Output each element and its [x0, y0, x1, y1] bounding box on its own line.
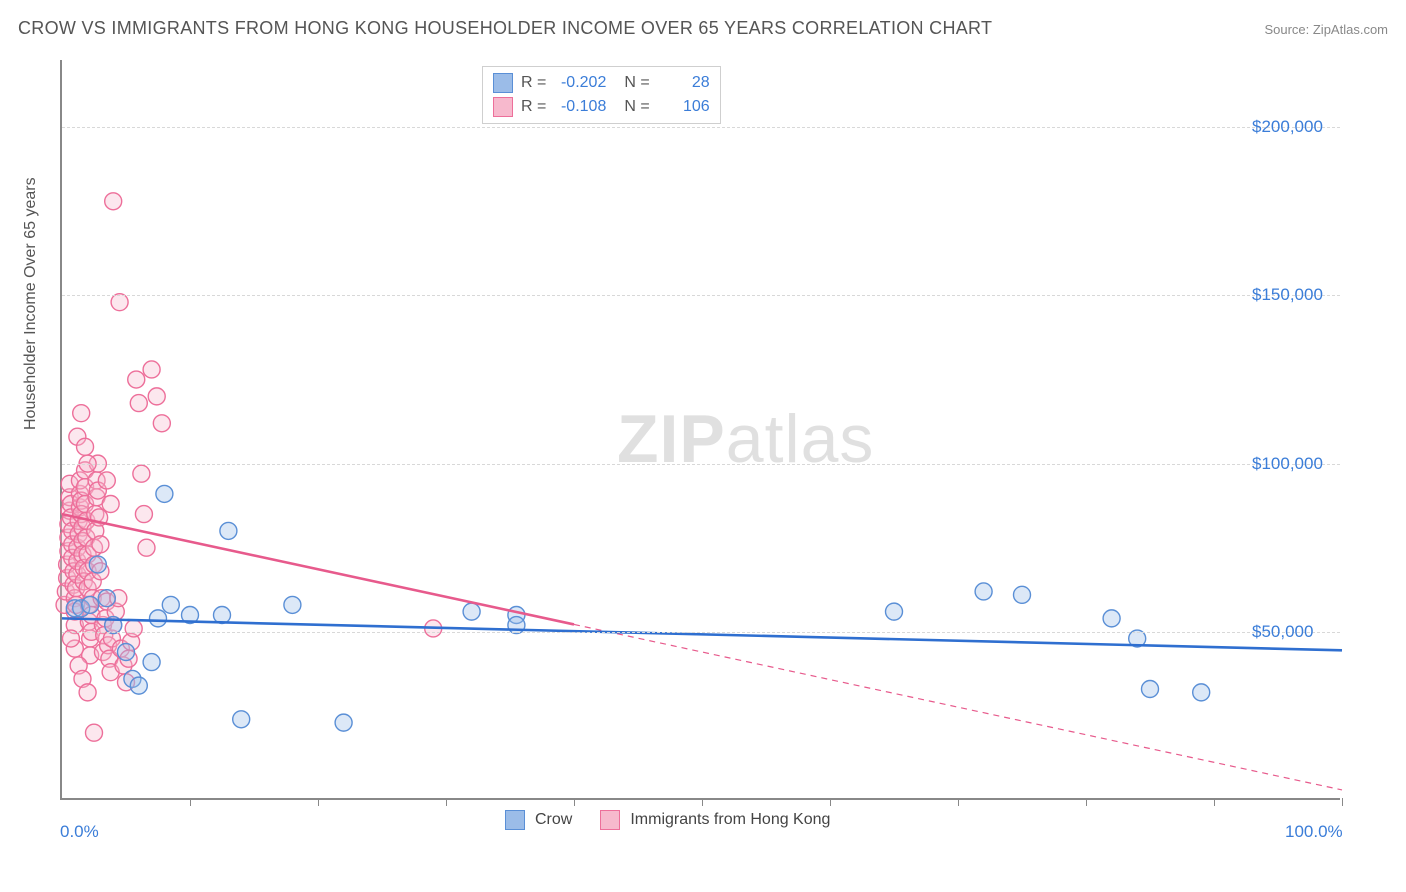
data-point — [77, 438, 94, 455]
legend-label: Immigrants from Hong Kong — [630, 811, 830, 829]
legend-swatch — [493, 97, 513, 117]
x-tick — [1214, 798, 1215, 806]
data-point — [138, 539, 155, 556]
stats-row: R = -0.202 N = 28 — [493, 73, 710, 93]
x-tick-label: 100.0% — [1285, 822, 1343, 842]
y-tick-label: $100,000 — [1252, 454, 1323, 474]
data-point — [886, 603, 903, 620]
data-point — [1193, 684, 1210, 701]
legend-label: Crow — [535, 811, 572, 829]
stat-n-label: N = — [624, 74, 649, 92]
data-point — [143, 654, 160, 671]
data-point — [118, 644, 135, 661]
title-bar: CROW VS IMMIGRANTS FROM HONG KONG HOUSEH… — [18, 18, 1388, 39]
data-point — [150, 610, 167, 627]
data-point — [86, 724, 103, 741]
stats-row: R = -0.108 N = 106 — [493, 97, 710, 117]
data-point — [98, 590, 115, 607]
x-tick — [830, 798, 831, 806]
data-point — [135, 506, 152, 523]
stats-legend: R = -0.202 N = 28 R = -0.108 N = 106 — [482, 66, 721, 124]
data-point — [233, 711, 250, 728]
x-tick — [446, 798, 447, 806]
gridline — [62, 464, 1340, 465]
x-tick-label: 0.0% — [60, 822, 99, 842]
stat-r-value: -0.202 — [554, 74, 606, 92]
data-point — [133, 465, 150, 482]
data-point — [284, 596, 301, 613]
data-point — [335, 714, 352, 731]
data-point — [463, 603, 480, 620]
data-point — [148, 388, 165, 405]
data-point — [89, 556, 106, 573]
stat-n-value: 106 — [658, 98, 710, 116]
x-tick — [318, 798, 319, 806]
stat-r-value: -0.108 — [554, 98, 606, 116]
x-tick — [1086, 798, 1087, 806]
y-tick-label: $200,000 — [1252, 117, 1323, 137]
gridline — [62, 127, 1340, 128]
data-point — [130, 395, 147, 412]
trend-line — [62, 514, 574, 624]
chart-title: CROW VS IMMIGRANTS FROM HONG KONG HOUSEH… — [18, 18, 992, 39]
stat-n-value: 28 — [658, 74, 710, 92]
data-point — [98, 472, 115, 489]
x-tick — [1342, 798, 1343, 806]
data-point — [220, 522, 237, 539]
bottom-legend: Crow Immigrants from Hong Kong — [505, 810, 848, 830]
plot-area: ZIPatlas $50,000$100,000$150,000$200,000… — [60, 60, 1340, 800]
data-point — [102, 496, 119, 513]
trend-line — [62, 618, 1342, 650]
x-tick — [702, 798, 703, 806]
x-tick — [190, 798, 191, 806]
data-point — [156, 485, 173, 502]
data-point — [1142, 681, 1159, 698]
legend-swatch — [505, 810, 525, 830]
y-axis-title: Householder Income Over 65 years — [22, 177, 40, 430]
x-tick — [574, 798, 575, 806]
data-point — [1103, 610, 1120, 627]
data-point — [125, 620, 142, 637]
data-point — [975, 583, 992, 600]
data-point — [143, 361, 160, 378]
data-point — [92, 536, 109, 553]
data-point — [79, 684, 96, 701]
y-tick-label: $50,000 — [1252, 622, 1313, 642]
x-tick — [958, 798, 959, 806]
source-label: Source: ZipAtlas.com — [1264, 22, 1388, 37]
stat-r-label: R = — [521, 74, 546, 92]
data-point — [128, 371, 145, 388]
data-point — [73, 405, 90, 422]
data-point — [153, 415, 170, 432]
data-point — [130, 677, 147, 694]
data-point — [162, 596, 179, 613]
data-point — [105, 193, 122, 210]
gridline — [62, 295, 1340, 296]
legend-swatch — [493, 73, 513, 93]
chart-container: CROW VS IMMIGRANTS FROM HONG KONG HOUSEH… — [0, 0, 1406, 892]
trend-line-dashed — [574, 624, 1342, 789]
data-point — [82, 596, 99, 613]
data-point — [1014, 586, 1031, 603]
y-tick-label: $150,000 — [1252, 285, 1323, 305]
plot-svg — [62, 60, 1340, 798]
gridline — [62, 632, 1340, 633]
stat-r-label: R = — [521, 98, 546, 116]
stat-n-label: N = — [624, 98, 649, 116]
legend-swatch — [600, 810, 620, 830]
